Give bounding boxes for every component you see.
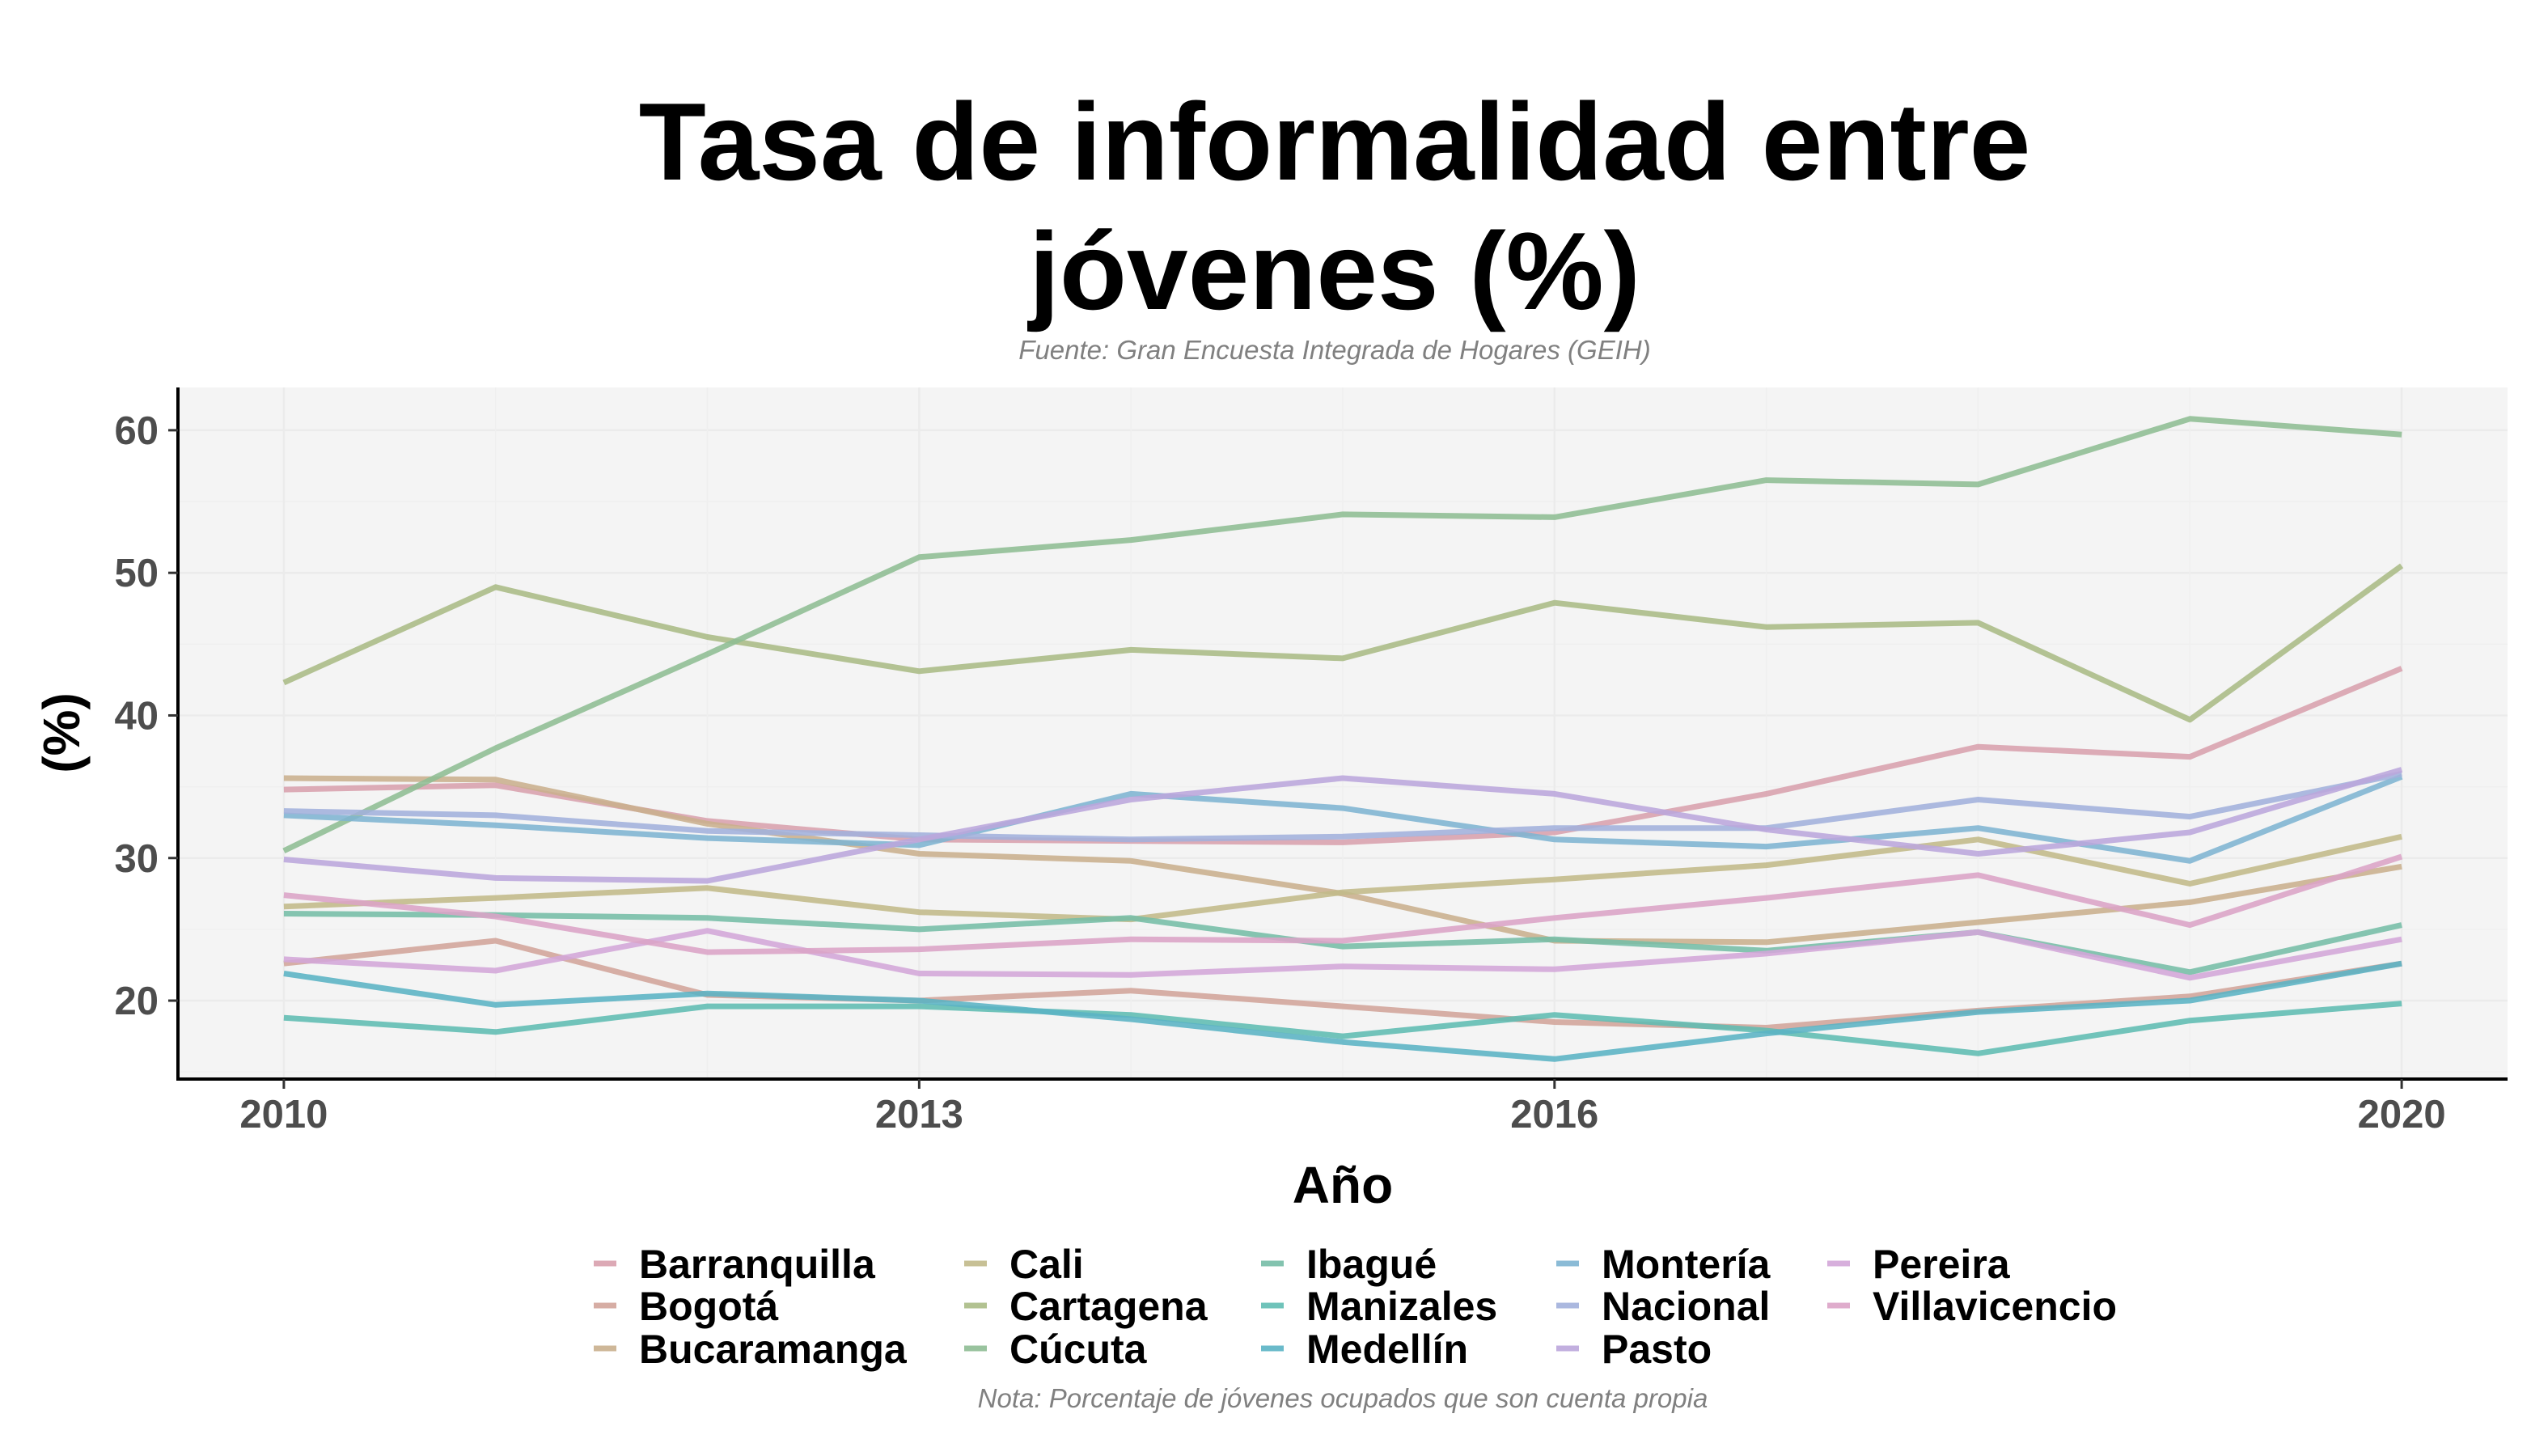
legend-item-ibague: Ibagué (1261, 1242, 1437, 1287)
legend-item-pasto: Pasto (1556, 1327, 1712, 1372)
x-tick-label: 2016 (1510, 1093, 1598, 1136)
legend-label-monteria: Montería (1602, 1242, 1771, 1287)
series-line-cucuta (282, 416, 2402, 854)
legend-label-villavicencio: Villavicencio (1873, 1284, 2117, 1329)
x-tick-label: 2020 (2358, 1093, 2446, 1136)
legend-label-nacional: Nacional (1602, 1284, 1770, 1329)
legend-item-nacional: Nacional (1556, 1284, 1770, 1329)
legend-item-monteria: Montería (1556, 1242, 1771, 1287)
legend-label-cucuta: Cúcuta (1009, 1327, 1148, 1372)
legend-item-bucaramanga: Bucaramanga (594, 1327, 908, 1372)
chart-title-line-2: jóvenes (%) (1026, 210, 1640, 332)
x-tick-label: 2010 (239, 1093, 328, 1136)
legend-label-bucaramanga: Bucaramanga (639, 1327, 908, 1372)
x-axis-title: Año (1293, 1156, 1393, 1214)
legend-item-cucuta: Cúcuta (964, 1327, 1148, 1372)
series-line-monteria (283, 774, 2403, 864)
y-tick-label: 30 (114, 837, 159, 881)
y-tick-label: 50 (114, 552, 159, 595)
series-line-medellin (283, 960, 2402, 1062)
legend-item-manizales: Manizales (1261, 1284, 1497, 1329)
legend-label-pereira: Pereira (1873, 1242, 2011, 1287)
legend-label-bogota: Bogotá (639, 1284, 778, 1329)
chart-title-line-1: Tasa de informalidad entre (639, 80, 2031, 203)
legend-label-pasto: Pasto (1602, 1327, 1712, 1372)
x-tick-label: 2013 (875, 1093, 963, 1136)
y-tick-label: 20 (114, 980, 159, 1023)
series-line-cartagena (282, 563, 2404, 723)
legend-item-villavicencio: Villavicencio (1827, 1284, 2117, 1329)
y-tick-label: 60 (114, 409, 159, 453)
chart-caption: Nota: Porcentaje de jóvenes ocupados que… (978, 1383, 1708, 1413)
chart-subtitle: Fuente: Gran Encuesta Integrada de Hogar… (1018, 335, 1650, 365)
legend-label-ibague: Ibagué (1306, 1242, 1437, 1287)
legend-label-cartagena: Cartagena (1009, 1284, 1208, 1329)
series-line-manizales (283, 1001, 2402, 1056)
legend-label-cali: Cali (1009, 1242, 1084, 1287)
axis-ticks: 20 30 40 50 60 2010 2013 2016 2020 (114, 409, 2445, 1136)
series-line-nacional (283, 771, 2402, 843)
legend-item-cali: Cali (964, 1242, 1084, 1287)
y-tick-label: 40 (114, 694, 159, 738)
series-line-cali (283, 833, 2402, 923)
series-lines (282, 416, 2404, 1062)
legend-item-barranquilla: Barranquilla (594, 1242, 876, 1287)
legend-item-pereira: Pereira (1827, 1242, 2011, 1287)
legend-item-medellin: Medellín (1261, 1327, 1468, 1372)
legend-label-medellin: Medellín (1306, 1327, 1468, 1372)
series-line-villavicencio (283, 853, 2403, 955)
legend-item-bogota: Bogotá (594, 1284, 778, 1329)
legend-item-cartagena: Cartagena (964, 1284, 1208, 1329)
legend-label-manizales: Manizales (1306, 1284, 1497, 1329)
series-line-pereira (283, 928, 2402, 981)
y-axis-title: (%) (32, 692, 91, 773)
legend-label-barranquilla: Barranquilla (639, 1242, 876, 1287)
series-line-pasto (283, 767, 2403, 884)
